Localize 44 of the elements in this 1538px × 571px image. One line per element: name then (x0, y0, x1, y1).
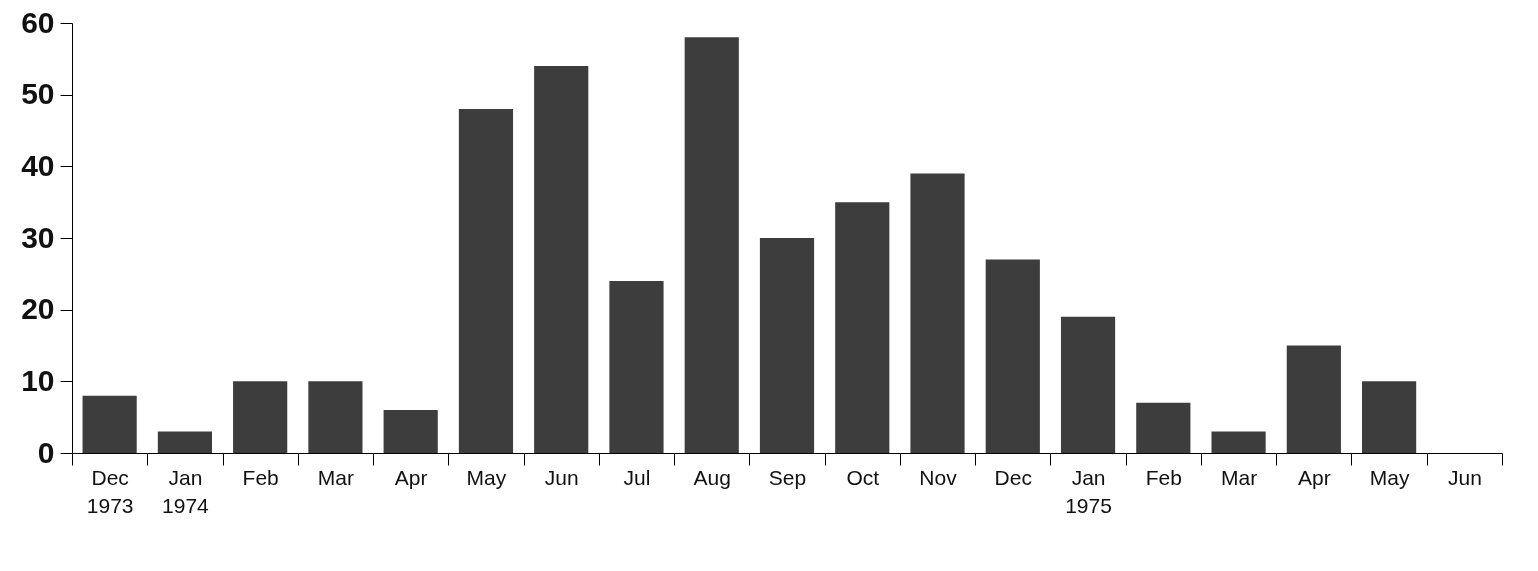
x-tick-label: Oct (846, 465, 880, 489)
bar (1211, 431, 1266, 453)
y-tick-label: 50 (21, 77, 55, 111)
x-tick-label: Jul (623, 465, 651, 489)
x-tick-label: Jun (544, 465, 579, 489)
bar (684, 37, 739, 453)
bar (609, 281, 664, 453)
y-tick-label: 20 (21, 292, 55, 326)
x-tick-label: Mar (317, 465, 355, 489)
x-tick-label: May (1369, 465, 1410, 489)
y-tick-label: 40 (21, 148, 55, 182)
bar (534, 66, 589, 453)
x-tick-label: Feb (1145, 465, 1182, 489)
x-tick-label: Jan 1974 (162, 465, 210, 517)
x-tick-label: Dec 1973 (86, 465, 134, 517)
bar (1286, 345, 1341, 453)
y-tick-label: 0 (37, 435, 55, 469)
x-tick-label: Nov (919, 465, 958, 489)
x-tick-label: Apr (1298, 465, 1331, 489)
bar (383, 410, 438, 453)
y-tick-label: 10 (21, 363, 55, 397)
bar (985, 259, 1040, 453)
bar (1060, 316, 1116, 453)
bar (308, 381, 363, 453)
x-tick-label: Mar (1220, 465, 1258, 489)
x-tick-label: May (466, 465, 507, 489)
x-tick-label: Jun (1447, 465, 1482, 489)
bar (759, 238, 815, 453)
y-tick-label: 60 (21, 5, 55, 39)
bar (835, 202, 890, 453)
x-tick-label: Feb (242, 465, 279, 489)
y-tick-label: 30 (21, 220, 55, 254)
x-tick-label: Dec (994, 465, 1032, 489)
bar (1362, 381, 1417, 453)
bar (458, 109, 514, 453)
bar (1136, 402, 1191, 453)
bar (157, 431, 212, 453)
bar (233, 381, 288, 453)
x-tick-label: Sep (768, 465, 807, 489)
bar (82, 395, 137, 453)
x-tick-label: Jan 1975 (1065, 465, 1112, 517)
x-tick-label: Aug (693, 465, 731, 489)
x-tick-label: Apr (394, 465, 428, 489)
bar (910, 173, 965, 453)
